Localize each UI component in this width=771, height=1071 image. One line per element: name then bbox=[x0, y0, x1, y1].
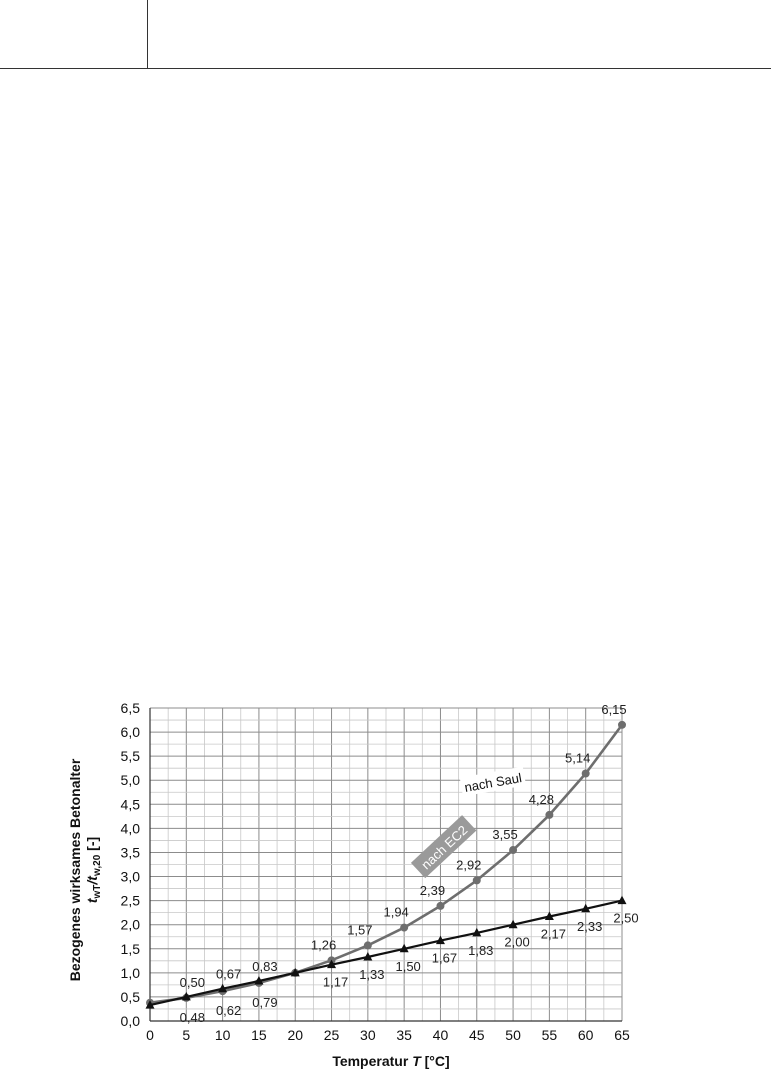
series-line-1 bbox=[149, 899, 623, 1007]
data-label-saul: 1,50 bbox=[395, 959, 420, 974]
data-point-saul bbox=[435, 935, 445, 945]
x-tick-label: 5 bbox=[182, 1027, 190, 1043]
data-label-saul: 0,50 bbox=[180, 975, 205, 990]
data-label-saul: 2,17 bbox=[541, 927, 566, 942]
x-tick-label: 35 bbox=[396, 1027, 412, 1043]
x-tick-label: 50 bbox=[505, 1027, 521, 1043]
chart-data-labels: 0,48 0,50 0,62 0,67 0,79 0,83 1,26 1,17 1,57 1,33… bbox=[180, 702, 639, 1025]
data-point-saul bbox=[290, 967, 300, 977]
data-label-ec2: 3,55 bbox=[492, 827, 517, 842]
data-point-ec2 bbox=[581, 769, 590, 778]
data-point-ec2 bbox=[436, 901, 445, 910]
y-axis-title-line2: twT/tw,20 [-] bbox=[84, 837, 103, 903]
chart-axes: 0 5 10 15 20 25 30 35 40 45 50 55 60 65 0,0 0,5 1,0 1,5 2,… bbox=[121, 700, 630, 1043]
data-label-ec2: 5,14 bbox=[565, 750, 590, 765]
y-tick-label: 4,0 bbox=[121, 820, 141, 836]
data-point-saul bbox=[544, 911, 554, 921]
data-point-saul bbox=[327, 959, 337, 969]
data-label-ec2: 4,28 bbox=[529, 792, 554, 807]
y-tick-label: 0,5 bbox=[121, 989, 141, 1005]
data-point-ec2 bbox=[618, 720, 626, 729]
x-tick-label: 25 bbox=[324, 1027, 340, 1043]
x-tick-label: 60 bbox=[578, 1027, 594, 1043]
data-label-saul: 2,00 bbox=[504, 935, 529, 950]
data-point-ec2 bbox=[363, 941, 372, 950]
data-point-ec2 bbox=[472, 876, 481, 885]
x-tick-label: 55 bbox=[542, 1027, 558, 1043]
x-tick-label: 0 bbox=[146, 1027, 154, 1043]
data-label-saul: 0,67 bbox=[216, 967, 241, 982]
data-label-ec2: 0,79 bbox=[252, 995, 277, 1010]
y-tick-label: 5,0 bbox=[121, 772, 141, 788]
data-label-saul: 0,83 bbox=[252, 959, 277, 974]
x-tick-label: 30 bbox=[360, 1027, 376, 1043]
y-tick-label: 2,0 bbox=[121, 917, 141, 933]
data-label-ec2: 2,39 bbox=[420, 883, 445, 898]
data-label-saul: 2,50 bbox=[613, 911, 638, 926]
data-point-saul bbox=[254, 976, 264, 985]
chart-grid bbox=[149, 707, 623, 1022]
y-tick-label: 4,5 bbox=[121, 796, 141, 812]
data-label-saul: 1,17 bbox=[323, 975, 348, 990]
x-axis-title: Temperatur T [°C] bbox=[332, 1053, 449, 1069]
data-point-ec2 bbox=[545, 810, 554, 819]
x-tick-label: 20 bbox=[287, 1027, 303, 1043]
data-label-ec2: 2,92 bbox=[456, 857, 481, 872]
y-tick-label: 1,5 bbox=[121, 941, 141, 957]
data-label-saul: 1,67 bbox=[432, 951, 457, 966]
data-point-saul bbox=[472, 927, 482, 937]
data-label-saul: 1,83 bbox=[468, 943, 493, 958]
series-line-0 bbox=[149, 724, 624, 1004]
data-point-ec2 bbox=[400, 923, 409, 932]
x-tick-label: 40 bbox=[433, 1027, 449, 1043]
data-label-ec2: 1,57 bbox=[347, 922, 372, 937]
x-tick-label: 65 bbox=[614, 1027, 630, 1043]
chart-series bbox=[145, 720, 627, 1009]
data-point-saul bbox=[399, 943, 409, 953]
y-tick-label: 0,0 bbox=[121, 1013, 141, 1029]
data-point-saul bbox=[145, 1000, 155, 1009]
data-point-ec2 bbox=[509, 846, 518, 855]
y-tick-label: 6,5 bbox=[121, 700, 141, 716]
data-point-saul bbox=[581, 903, 591, 913]
data-label-ec2: 6,15 bbox=[601, 702, 626, 717]
header-rule bbox=[0, 68, 771, 69]
data-label-ec2: 0,62 bbox=[216, 1003, 241, 1018]
data-label-ec2: 0,48 bbox=[180, 1010, 205, 1025]
y-tick-label: 1,0 bbox=[121, 965, 141, 981]
data-point-saul bbox=[617, 895, 627, 905]
data-label-ec2: 1,94 bbox=[383, 905, 408, 920]
y-tick-label: 6,0 bbox=[121, 724, 141, 740]
y-tick-label: 2,5 bbox=[121, 893, 141, 909]
data-point-saul bbox=[508, 919, 518, 929]
y-axis-title-line1: Bezogenes wirksames Betonalter bbox=[67, 758, 83, 981]
header-divider bbox=[147, 0, 148, 69]
y-tick-label: 3,5 bbox=[121, 844, 141, 860]
x-tick-label: 10 bbox=[215, 1027, 231, 1043]
x-tick-label: 15 bbox=[251, 1027, 267, 1043]
data-point-saul bbox=[363, 951, 373, 961]
data-point-saul bbox=[218, 983, 228, 993]
data-point-saul bbox=[181, 991, 191, 1001]
data-label-ec2: 1,26 bbox=[311, 937, 336, 952]
x-tick-label: 45 bbox=[469, 1027, 485, 1043]
data-label-saul: 2,33 bbox=[577, 919, 602, 934]
y-tick-label: 3,0 bbox=[121, 869, 141, 885]
data-label-saul: 1,33 bbox=[359, 967, 384, 982]
y-tick-label: 5,5 bbox=[121, 748, 141, 764]
